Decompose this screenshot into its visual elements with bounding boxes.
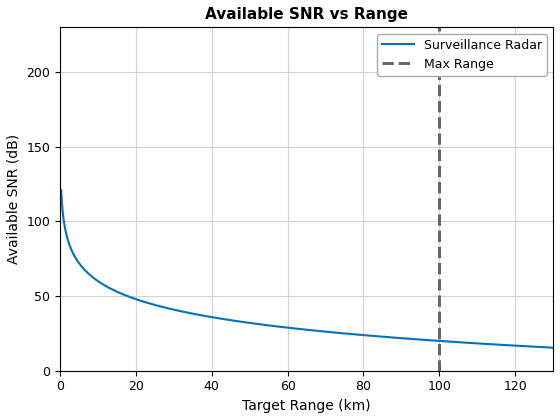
Surveillance Radar (58, 188, 64, 193)
Surveillance Radar (378, 334, 385, 339)
Max Range (436, 368, 442, 373)
Line: Surveillance Radar: Surveillance Radar (61, 190, 553, 348)
Surveillance Radar (425, 338, 432, 343)
Max Range (436, 367, 442, 372)
Surveillance Radar (462, 340, 469, 345)
Surveillance Radar (147, 301, 154, 306)
Surveillance Radar (353, 332, 360, 337)
X-axis label: Target Range (km): Target Range (km) (242, 399, 371, 413)
Surveillance Radar (550, 345, 557, 350)
Title: Available SNR vs Range: Available SNR vs Range (205, 7, 408, 22)
Y-axis label: Available SNR (dB): Available SNR (dB) (7, 134, 21, 264)
Legend: Surveillance Radar, Max Range: Surveillance Radar, Max Range (377, 34, 547, 76)
Surveillance Radar (246, 320, 253, 326)
